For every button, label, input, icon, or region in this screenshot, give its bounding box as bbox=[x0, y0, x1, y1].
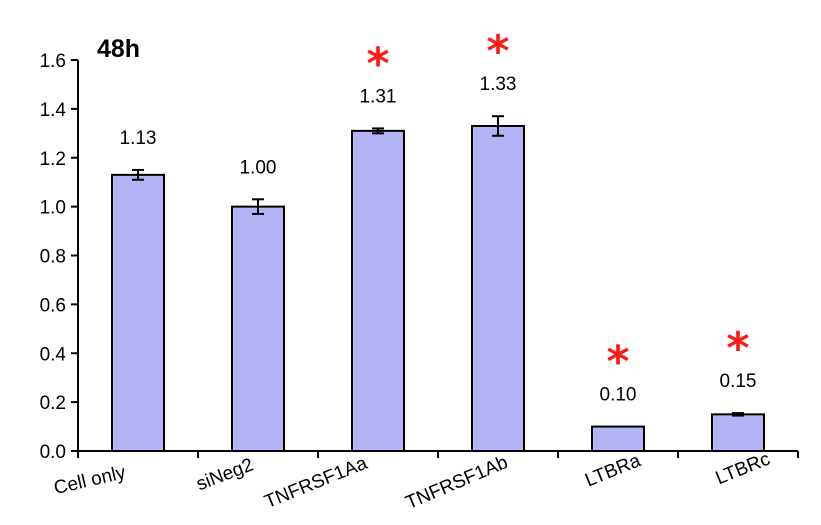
data-label: 1.31 bbox=[360, 86, 397, 107]
category-label: siNeg2 bbox=[194, 454, 257, 495]
category-label: LTBRc bbox=[713, 449, 773, 490]
y-tick-label: 1.4 bbox=[40, 100, 67, 121]
data-label: 1.33 bbox=[480, 74, 517, 95]
y-axis: 0.0 0.2 0.4 0.6 0.8 1.0 1.2 1.4 1.6 bbox=[40, 51, 79, 463]
y-tick-label: 0.4 bbox=[40, 344, 67, 365]
category-label: TNFRSF1Aa bbox=[262, 453, 371, 513]
chart-title: 48h bbox=[97, 35, 140, 63]
significance-markers-group: * * * * bbox=[366, 26, 749, 387]
y-tick-label: 0.0 bbox=[40, 442, 66, 463]
bar bbox=[591, 425, 645, 452]
data-label: 1.13 bbox=[120, 128, 157, 149]
y-tick-label: 1.2 bbox=[40, 149, 66, 170]
significance-star: * bbox=[366, 38, 389, 89]
significance-star: * bbox=[606, 337, 629, 388]
category-labels-group: Cell only siNeg2 TNFRSF1Aa TNFRSF1Ab LTBRa LT… bbox=[52, 449, 773, 514]
y-tick-label: 1.0 bbox=[40, 198, 66, 219]
significance-star: * bbox=[486, 26, 509, 77]
data-label: 1.00 bbox=[240, 157, 277, 178]
y-tick-label: 1.6 bbox=[40, 51, 66, 72]
error-bars-group bbox=[132, 115, 744, 417]
category-label: LTBRa bbox=[582, 450, 644, 491]
y-tick-label: 0.6 bbox=[40, 295, 66, 316]
data-label: 0.10 bbox=[600, 385, 637, 406]
data-labels-group: 1.13 1.00 1.31 1.33 0.10 0.15 bbox=[120, 74, 757, 405]
bar bbox=[711, 413, 765, 452]
y-tick-label: 0.2 bbox=[40, 393, 66, 414]
bar bbox=[351, 129, 405, 452]
bars-group bbox=[111, 124, 765, 452]
category-label: Cell only bbox=[52, 462, 128, 499]
significance-star: * bbox=[726, 323, 749, 374]
data-label: 0.15 bbox=[720, 371, 757, 392]
bar bbox=[231, 205, 285, 452]
bar bbox=[471, 124, 525, 452]
category-label: TNFRSF1Ab bbox=[403, 452, 511, 514]
bar bbox=[111, 173, 165, 452]
x-axis bbox=[77, 450, 799, 458]
y-tick-label: 0.8 bbox=[40, 247, 66, 268]
